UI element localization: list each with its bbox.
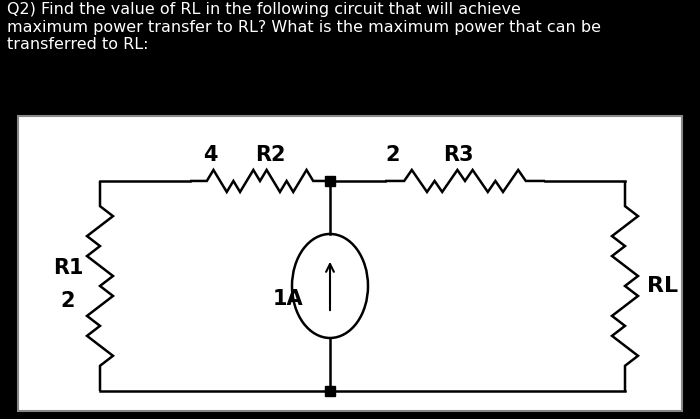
Text: R2: R2: [255, 145, 286, 165]
Text: R3: R3: [442, 145, 473, 165]
Text: 4: 4: [203, 145, 217, 165]
Text: 1A: 1A: [273, 289, 303, 309]
Text: R1: R1: [52, 258, 83, 278]
Text: RL: RL: [647, 276, 678, 296]
Text: Q2) Find the value of RL in the following circuit that will achieve
maximum powe: Q2) Find the value of RL in the followin…: [7, 3, 601, 52]
Text: 2: 2: [386, 145, 400, 165]
Text: 2: 2: [61, 291, 76, 311]
